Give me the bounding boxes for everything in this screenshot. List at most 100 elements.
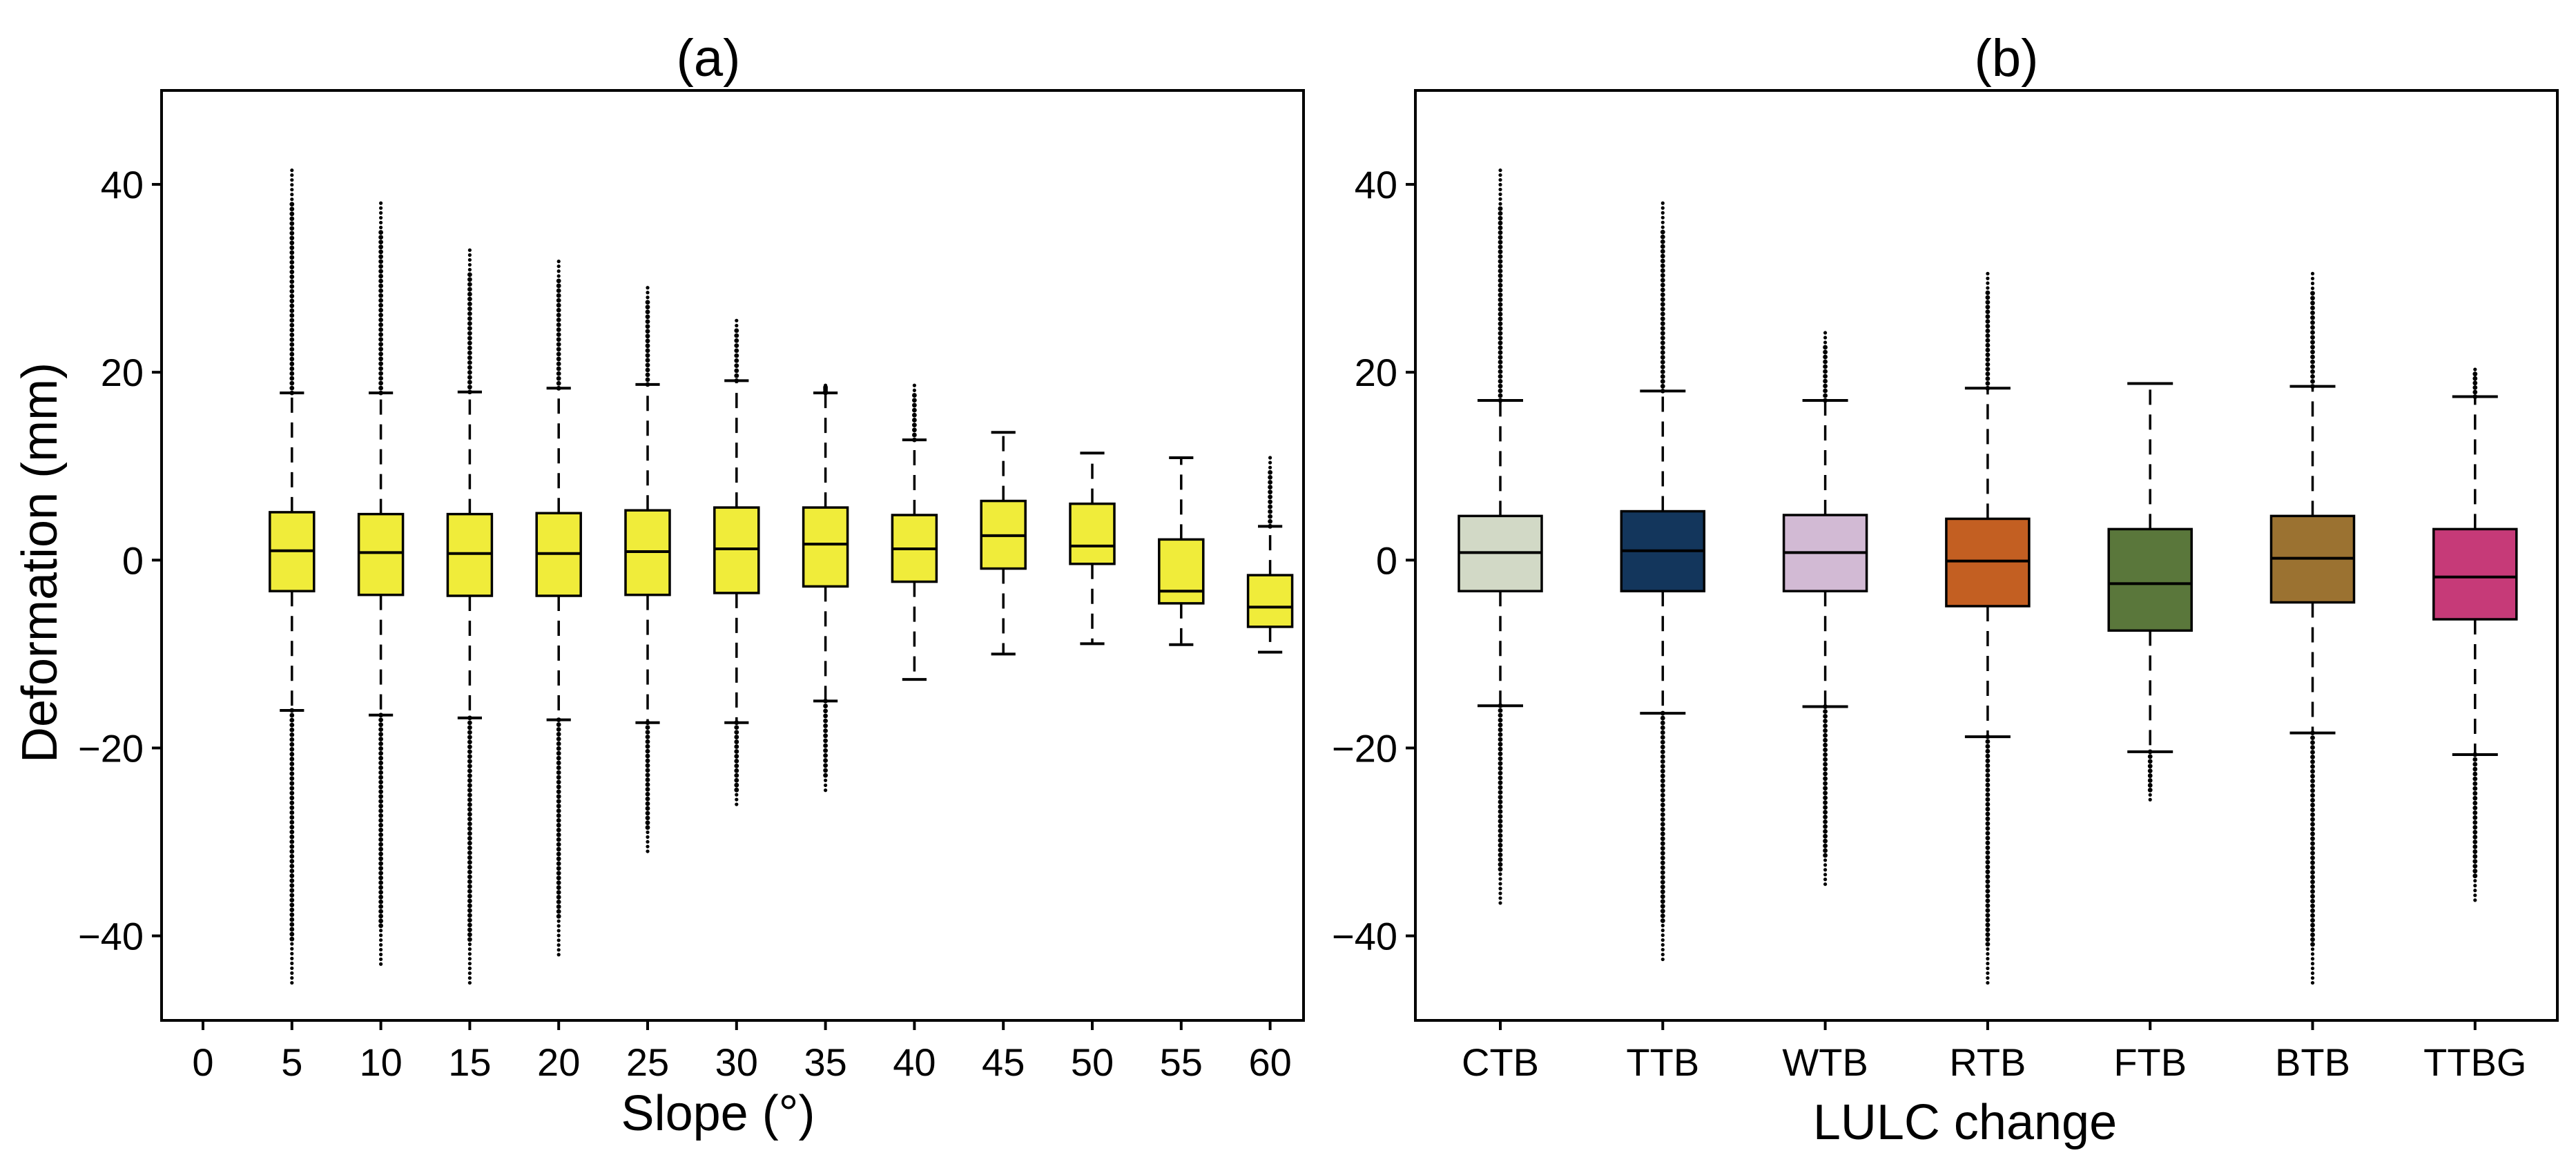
a-flier: [467, 316, 472, 321]
a-flier: [646, 291, 650, 295]
b-flier: [2472, 380, 2478, 386]
b-flier: [1498, 177, 1502, 182]
b-flier: [2472, 795, 2478, 801]
b-flier: [2472, 376, 2478, 381]
a-flier: [289, 250, 295, 255]
a-flier: [645, 801, 650, 806]
b-flier: [1498, 712, 1503, 718]
b-flier: [1985, 927, 1991, 933]
b-flier: [1986, 281, 1990, 285]
b-flier: [2310, 305, 2315, 311]
a-flier: [645, 815, 650, 821]
b-flier: [1498, 326, 1503, 331]
a-flier: [1268, 469, 1272, 475]
b-flier: [1985, 845, 1991, 851]
a-flier: [556, 750, 561, 756]
a-flier: [556, 361, 561, 367]
b-flier: [1823, 349, 1828, 355]
b-ytick-label: 20: [1355, 351, 1397, 394]
a-flier: [378, 376, 383, 381]
b-flier: [1985, 869, 1991, 875]
a-flier: [378, 784, 383, 790]
a-flier: [289, 337, 295, 342]
b-flier: [1660, 234, 1665, 240]
a-xtick-label: 20: [537, 1040, 580, 1084]
a-flier: [289, 332, 295, 338]
a-flier: [646, 849, 650, 853]
a-flier: [645, 739, 650, 744]
b-flier: [2473, 884, 2477, 888]
b-flier: [2310, 980, 2315, 985]
b-flier: [1823, 742, 1828, 748]
a-flier: [378, 727, 383, 733]
a-xtick-label: 30: [715, 1040, 758, 1084]
b-flier: [1986, 276, 1990, 280]
a-flier: [289, 888, 295, 893]
b-flier: [2310, 276, 2315, 281]
a-flier: [646, 295, 650, 300]
a-flier: [467, 326, 472, 331]
a-flier: [378, 312, 383, 318]
b-flier: [1498, 717, 1503, 723]
a-flier: [645, 353, 650, 358]
b-flier: [2472, 790, 2478, 796]
b-flier: [2310, 735, 2315, 741]
b-xtick-label: WTB: [1782, 1040, 1868, 1084]
b-flier: [1660, 880, 1665, 885]
a-flier: [734, 328, 739, 333]
b-flier: [2473, 367, 2477, 371]
a-flier: [378, 244, 383, 250]
b-box-BTB: [2269, 271, 2356, 985]
b-flier: [2472, 849, 2478, 854]
a-flier: [467, 976, 472, 980]
b-flier: [1498, 393, 1503, 398]
a-flier: [1268, 504, 1272, 510]
b-flier: [2310, 778, 2315, 784]
a-flier: [556, 274, 561, 278]
a-flier: [467, 380, 472, 385]
b-flier: [1498, 287, 1503, 293]
a-flier: [290, 197, 294, 202]
b-flier: [1660, 865, 1665, 871]
a-flier: [467, 884, 472, 889]
b-flier: [1985, 802, 1991, 807]
a-flier: [290, 966, 294, 971]
a-flier: [556, 366, 561, 371]
b-flier: [1985, 855, 1991, 860]
a-flier: [289, 308, 295, 313]
a-flier: [556, 318, 561, 322]
a-flier: [467, 845, 472, 851]
b-flier: [1823, 848, 1828, 853]
a-xtick-label: 50: [1071, 1040, 1114, 1084]
b-flier: [1660, 836, 1665, 842]
a-flier: [289, 936, 295, 942]
a-flier: [556, 885, 561, 890]
a-flier: [378, 822, 383, 828]
a-flier: [556, 851, 561, 857]
b-flier: [1660, 831, 1665, 837]
a-flier: [378, 298, 383, 303]
a-flier: [289, 757, 295, 762]
a-flier: [556, 832, 561, 837]
a-flier: [734, 363, 739, 369]
b-flier: [1660, 336, 1665, 341]
b-flier: [2310, 320, 2315, 325]
a-flier: [645, 324, 650, 329]
a-flier: [556, 919, 561, 923]
a-flier: [289, 284, 295, 289]
b-flier: [1985, 835, 1991, 841]
b-flier: [1660, 860, 1665, 866]
a-flier: [379, 957, 383, 962]
b-box-RTB: [1945, 271, 2031, 985]
a-flier: [467, 375, 472, 380]
b-flier: [2472, 805, 2478, 811]
b-flier: [1823, 383, 1828, 389]
a-xtick-label: 45: [982, 1040, 1025, 1084]
a-flier: [289, 366, 295, 371]
a-flier: [556, 755, 561, 761]
a-flier: [556, 770, 561, 775]
a-flier: [645, 300, 650, 305]
a-flier: [556, 890, 561, 895]
b-flier: [1660, 302, 1665, 307]
a-flier: [645, 825, 650, 830]
